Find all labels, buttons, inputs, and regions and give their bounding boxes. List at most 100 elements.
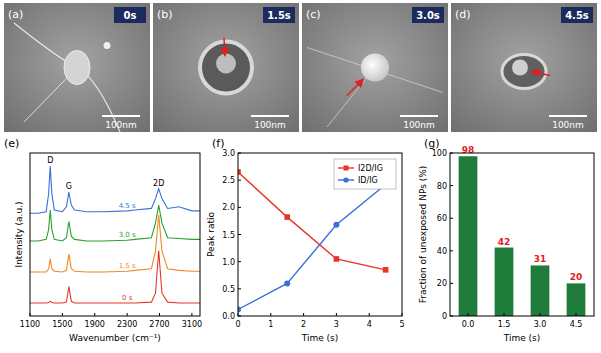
sem-background	[451, 3, 597, 132]
panel-label: (c)	[306, 8, 321, 21]
legend: I2D/IG ID/IG	[334, 159, 396, 189]
chart: (e)1100150019002300270031000 s1.5 s3.0 s…	[4, 137, 202, 343]
y-axis-label: Fraction of unexposed NPs (%)	[418, 166, 428, 304]
y-tick-label: 2.5	[222, 176, 235, 185]
panel-label: (a)	[8, 8, 23, 21]
y-tick-label: 2.0	[222, 203, 235, 212]
x-tick-label: 2	[301, 320, 306, 329]
peak-label: 2D	[153, 179, 164, 188]
plot-area	[459, 156, 586, 316]
y-tick-label: 20	[437, 279, 447, 288]
y-tick-label: 100	[432, 149, 447, 158]
arrow	[224, 38, 225, 56]
data-label: 98	[462, 145, 475, 155]
series-line	[238, 185, 386, 310]
x-tick-label: 1.5	[498, 320, 511, 329]
x-tick-label: 4	[367, 320, 372, 329]
x-tick-label: 5	[399, 320, 404, 329]
bar	[531, 265, 550, 316]
chart: (f)0.00.51.01.52.02.53.0012345I2D/IGID/I…	[206, 137, 405, 343]
time-label: 4.5s	[565, 10, 589, 21]
scale-bar	[549, 115, 587, 117]
plot-area	[30, 166, 200, 303]
y-tick-label: 60	[437, 214, 447, 223]
sem-image	[451, 3, 597, 132]
y-tick-label: 1.0	[222, 258, 235, 267]
x-tick-label: 2700	[149, 320, 169, 329]
time-box	[263, 7, 295, 23]
marker	[334, 256, 340, 262]
x-tick-label: 1	[268, 320, 273, 329]
data-label: 31	[534, 254, 547, 264]
data-label: 20	[570, 272, 583, 282]
sem-image	[4, 3, 150, 132]
hole	[502, 55, 546, 89]
particle	[216, 54, 236, 74]
series-label: 3.0 s	[119, 231, 136, 239]
marker	[383, 267, 389, 273]
series-line	[30, 166, 200, 213]
arrow	[532, 72, 550, 76]
time-label: 1.5s	[267, 10, 291, 21]
sem-image	[302, 3, 448, 132]
particle	[361, 54, 389, 82]
peak-label: D	[47, 156, 53, 165]
series-label: 1.5 s	[119, 262, 136, 270]
legend-marker	[343, 177, 348, 182]
sem-panel: (a)0s100nm	[4, 3, 150, 132]
y-tick-label: 40	[437, 247, 447, 256]
plot-frame	[238, 153, 402, 316]
time-label: 3.0s	[416, 10, 440, 21]
panel-label: (d)	[455, 8, 471, 21]
y-tick-label: 0.0	[222, 312, 235, 321]
x-tick-label: 0	[235, 320, 240, 329]
x-axis-label: Time (s)	[503, 333, 541, 343]
y-tick-label: 80	[437, 182, 447, 191]
marker	[284, 214, 290, 220]
x-axis-label: Wavenumber (cm⁻¹)	[69, 333, 161, 343]
fiber	[307, 48, 443, 93]
sem-panel: (c) 3.0s 100nm	[302, 3, 448, 132]
scale-bar	[400, 115, 438, 117]
plot-area	[238, 169, 389, 312]
legend-label: I2D/IG	[358, 164, 383, 173]
series-line	[30, 215, 200, 272]
x-tick-label: 0.0	[462, 320, 475, 329]
series-line	[30, 251, 200, 303]
y-tick-label: 0.5	[222, 285, 235, 294]
bar	[459, 156, 478, 316]
figure: (a)0s100nm (b) 1.5s 100nm (c) 3.0s 100nm (d) 4.5…	[0, 0, 601, 353]
sem-image	[153, 3, 299, 132]
sem-background	[302, 3, 448, 132]
x-tick-label: 3.0	[534, 320, 547, 329]
y-axis-label: Intensity (a.u.)	[14, 202, 24, 268]
particle	[64, 51, 90, 85]
marker	[333, 222, 339, 228]
scale-bar-label: 100nm	[403, 120, 435, 130]
sem-background	[4, 3, 150, 132]
sem-panel: (d) 4.5s 100nm	[451, 3, 597, 132]
arrow	[347, 80, 363, 96]
x-tick-label: 1500	[52, 320, 72, 329]
series-label: 4.5 s	[119, 202, 136, 210]
x-tick-label: 4.5	[570, 320, 583, 329]
scale-bar-label: 100nm	[254, 120, 286, 130]
y-tick-label: 1.5	[222, 231, 235, 240]
data-label: 42	[498, 237, 511, 247]
peak-label: G	[66, 182, 72, 191]
panel-label: (b)	[157, 8, 173, 21]
legend-label: ID/IG	[358, 176, 378, 185]
chart: (g)0204060801000.0981.5423.0314.520Time …	[418, 137, 594, 343]
scale-bar-label: 100nm	[552, 120, 584, 130]
particle	[512, 60, 528, 76]
x-tick-label: 1100	[20, 320, 40, 329]
x-tick-label: 3100	[182, 320, 202, 329]
marker	[284, 280, 290, 286]
legend-marker	[344, 166, 349, 171]
particle	[104, 42, 111, 49]
scale-bar	[251, 115, 289, 117]
sem-panel: (b) 1.5s 100nm	[153, 3, 299, 132]
time-box	[412, 7, 444, 23]
x-axis-label: Time (s)	[301, 333, 339, 343]
scale-bar	[102, 115, 140, 117]
